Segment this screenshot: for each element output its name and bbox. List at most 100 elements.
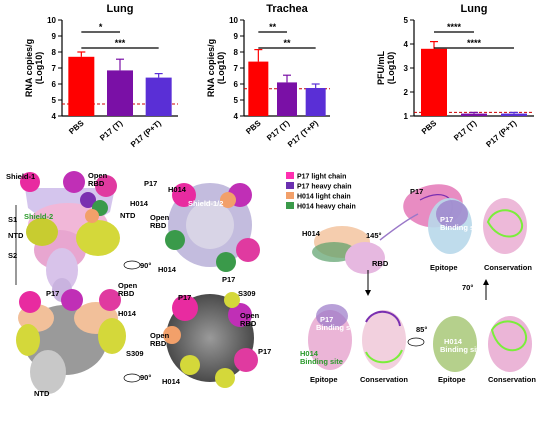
y-tick-label: 4 bbox=[234, 112, 239, 121]
bar bbox=[248, 61, 269, 116]
legend-label: H014 heavy chain bbox=[297, 204, 356, 211]
p17-label-bottom: P17 bbox=[46, 289, 59, 298]
binding-site-label-bl: Binding site bbox=[316, 323, 359, 332]
bar bbox=[421, 48, 447, 116]
x-tick-label: P17 (P+T) bbox=[129, 118, 163, 149]
legend-label: P17 light chain bbox=[297, 174, 346, 181]
legend-swatch bbox=[286, 172, 294, 179]
significance-label: **** bbox=[447, 22, 462, 32]
h014-binding-label-br: H014 bbox=[444, 337, 463, 346]
h014-label-topview: H014 bbox=[168, 185, 187, 194]
bar bbox=[277, 82, 297, 116]
shield12-label: Shield-1/2 bbox=[188, 199, 223, 208]
bar bbox=[145, 77, 172, 116]
significance-label: ** bbox=[283, 38, 291, 48]
y-tick-label: 8 bbox=[234, 48, 239, 57]
open-rbd-rbd-top: RBD bbox=[88, 179, 105, 188]
significance-label: *** bbox=[115, 38, 126, 48]
y-tick-label: 8 bbox=[52, 48, 57, 57]
h014-label-topview-b: H014 bbox=[158, 265, 177, 274]
s2-label: S2 bbox=[8, 251, 17, 260]
conservation-label-top: Conservation bbox=[484, 263, 532, 272]
spike-structure-panel: Shield-1 Shield-2 S1 S2 NTD NTD P17 H014… bbox=[6, 171, 271, 398]
chart-lung-pfu: Lung 1 2 3 4 5 PFU/mL(Log10) PBS P17 (T) P17 (P+T… bbox=[376, 3, 534, 149]
h014-binding-label-bl: H014 bbox=[300, 349, 319, 358]
shield1-label: Shield-1 bbox=[6, 172, 35, 181]
y-tick-label: 5 bbox=[404, 16, 409, 25]
p17-label-top: P17 bbox=[144, 179, 157, 188]
y-tick-label: 6 bbox=[234, 80, 239, 89]
spike-side-view-top bbox=[20, 171, 120, 302]
epitope-label-bl: Epitope bbox=[310, 375, 338, 384]
rot90-label-bottom: 90° bbox=[140, 373, 151, 382]
y-axis-label: RNA copies/g(Log10) bbox=[206, 39, 226, 97]
legend-swatch bbox=[286, 192, 294, 199]
chain-legend: P17 light chain P17 heavy chain H014 light… bbox=[286, 172, 356, 211]
h014-label-right: H014 bbox=[302, 229, 321, 238]
x-tick-label: PBS bbox=[244, 118, 263, 136]
y-tick-label: 10 bbox=[47, 16, 56, 25]
y-axis-label: RNA copies/g(Log10) bbox=[24, 39, 44, 97]
ntd-label-right: NTD bbox=[120, 211, 136, 220]
open-rbd-open-bottomview-l: Open bbox=[150, 331, 170, 340]
s1-label: S1 bbox=[8, 215, 17, 224]
y-tick-label: 4 bbox=[52, 112, 57, 121]
conservation-label-bl: Conservation bbox=[360, 375, 408, 384]
chart-title: Lung bbox=[461, 3, 488, 15]
y-tick-label: 1 bbox=[404, 112, 409, 121]
open-rbd-open-bottomview-r: Open bbox=[240, 311, 260, 320]
h014-label-top: H014 bbox=[130, 199, 149, 208]
s309-label-bottom: S309 bbox=[126, 349, 144, 358]
y-axis-label: PFU/mL(Log10) bbox=[376, 51, 396, 86]
p17-label-bottomview-r: P17 bbox=[258, 347, 271, 356]
h014-label-bottom: H014 bbox=[118, 309, 137, 318]
conservation-label-br: Conservation bbox=[488, 375, 536, 384]
chart-title: Lung bbox=[107, 3, 134, 15]
legend-swatch bbox=[286, 182, 294, 189]
epitope-label-br: Epitope bbox=[438, 375, 466, 384]
rbd-label: RBD bbox=[372, 259, 389, 268]
x-tick-label: P17 (T) bbox=[265, 118, 291, 142]
x-tick-label: PBS bbox=[420, 118, 439, 136]
y-tick-label: 6 bbox=[52, 80, 57, 89]
y-tick-label: 2 bbox=[404, 88, 409, 97]
bar bbox=[305, 88, 326, 116]
legend-label: H014 light chain bbox=[297, 194, 351, 201]
legend-swatch bbox=[286, 202, 294, 209]
y-tick-label: 3 bbox=[404, 64, 409, 73]
significance-label: **** bbox=[467, 38, 482, 48]
y-tick-label: 9 bbox=[52, 32, 57, 41]
bar bbox=[501, 113, 527, 116]
open-rbd-open-topview: Open bbox=[150, 213, 170, 222]
spike-top-view-bottom bbox=[163, 292, 258, 388]
open-rbd-open-top: Open bbox=[88, 171, 108, 180]
open-rbd-open-bottom: Open bbox=[118, 281, 138, 290]
x-tick-label: P17 (T) bbox=[452, 118, 478, 142]
binding-site-label-bl-g: Binding site bbox=[300, 357, 343, 366]
y-tick-label: 10 bbox=[229, 16, 238, 25]
binding-site-label-top: Binding site bbox=[440, 223, 483, 232]
y-tick-label: 7 bbox=[52, 64, 57, 73]
chart-lung-rna: Lung 4 5 6 7 8 9 10 RNA copies/g(Log10) PBS P17 (T… bbox=[24, 3, 178, 149]
binding-site-label-br: Binding site bbox=[440, 345, 483, 354]
x-tick-label: P17 (T+P) bbox=[286, 118, 320, 149]
angle85-label: 85° bbox=[416, 325, 427, 334]
x-tick-label: P17 (P+T) bbox=[484, 118, 518, 149]
significance-label: * bbox=[99, 22, 103, 32]
h014-label-bottomview: H014 bbox=[162, 377, 181, 386]
bar bbox=[461, 113, 487, 116]
ntd-label-bottom: NTD bbox=[34, 389, 50, 398]
open-rbd-rbd-topview: RBD bbox=[150, 221, 167, 230]
spike-top-view-top bbox=[165, 183, 260, 272]
s309-label-bottomview: S309 bbox=[238, 289, 256, 298]
legend-label: P17 heavy chain bbox=[297, 184, 351, 191]
open-rbd-rbd-bottomview-r: RBD bbox=[240, 319, 257, 328]
p17-label-right: P17 bbox=[410, 187, 423, 196]
p17-binding-label-bl: P17 bbox=[320, 315, 333, 324]
angle145-label: 145° bbox=[366, 231, 382, 240]
significance-label: ** bbox=[269, 22, 277, 32]
chart-title: Trachea bbox=[266, 3, 308, 15]
